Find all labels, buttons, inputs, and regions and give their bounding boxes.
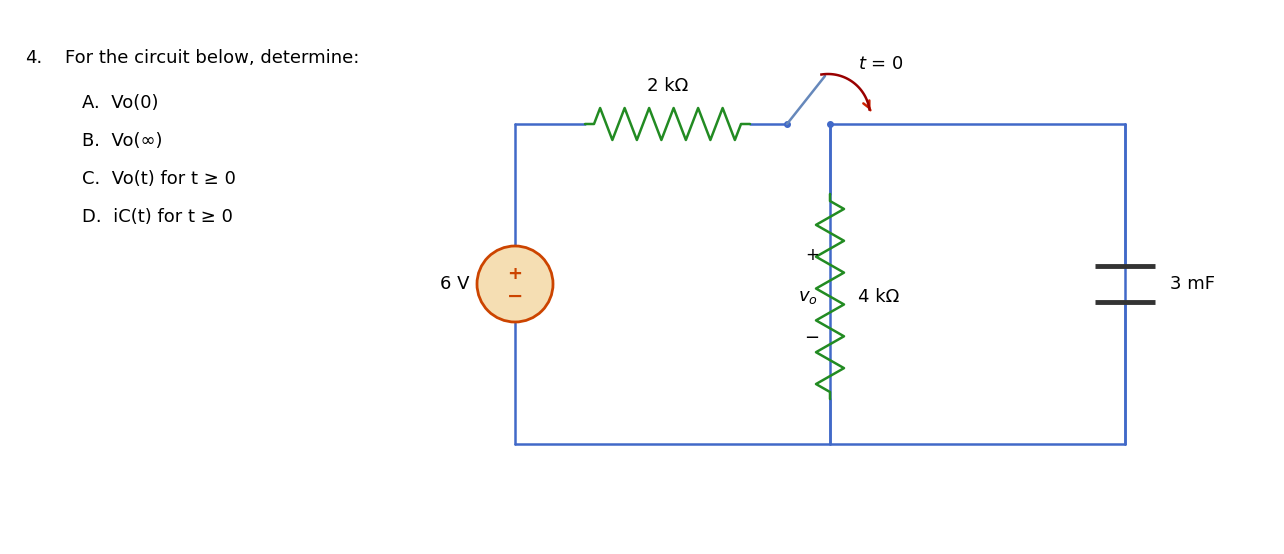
Text: D.  iC(t) for t ≥ 0: D. iC(t) for t ≥ 0 bbox=[82, 208, 232, 226]
Text: −: − bbox=[805, 330, 819, 347]
Text: $t$ = 0: $t$ = 0 bbox=[858, 55, 904, 73]
Text: For the circuit below, determine:: For the circuit below, determine: bbox=[65, 49, 360, 67]
Text: 4.: 4. bbox=[24, 49, 42, 67]
Text: 2 kΩ: 2 kΩ bbox=[647, 77, 688, 95]
Text: 6 V: 6 V bbox=[440, 275, 470, 293]
Text: 4 kΩ: 4 kΩ bbox=[858, 288, 899, 305]
Text: −: − bbox=[507, 286, 523, 305]
Text: A.  Vo(0): A. Vo(0) bbox=[82, 94, 158, 112]
Text: +: + bbox=[805, 245, 819, 264]
Text: C.  Vo(t) for t ≥ 0: C. Vo(t) for t ≥ 0 bbox=[82, 170, 236, 188]
Text: B.  Vo(∞): B. Vo(∞) bbox=[82, 132, 163, 150]
Text: $v_o$: $v_o$ bbox=[799, 288, 818, 305]
Text: 3 mF: 3 mF bbox=[1170, 275, 1215, 293]
Circle shape bbox=[476, 246, 553, 322]
Text: +: + bbox=[507, 265, 523, 283]
